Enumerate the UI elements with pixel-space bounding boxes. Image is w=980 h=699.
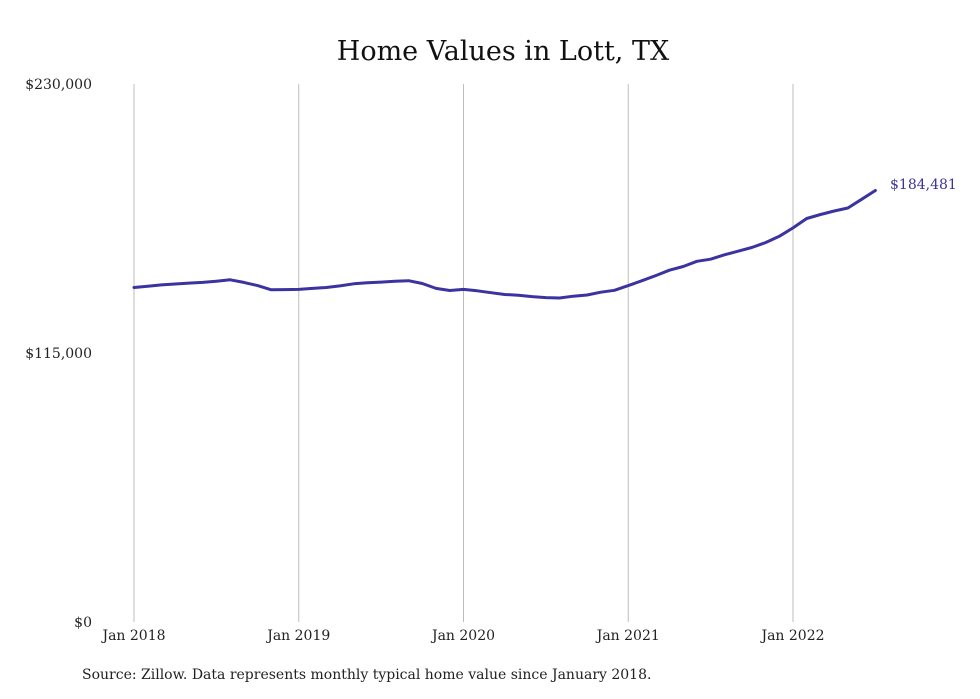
series-layer [132,189,877,300]
x-tick-label: Jan 2021 [595,628,660,644]
x-tick-label: Jan 2018 [100,628,165,644]
y-tick-label: $230,000 [25,77,92,93]
y-tick-label: $0 [74,615,92,631]
source-note: Source: Zillow. Data represents monthly … [82,667,652,683]
x-axis-tick-labels: Jan 2018 Jan 2019 Jan 2020 Jan 2021 Jan 2022 [100,628,824,644]
x-tick-label: Jan 2019 [265,628,330,644]
end-value-label: $184,481 [890,177,957,193]
x-tick-label: Jan 2020 [430,628,495,644]
y-tick-label: $115,000 [25,346,92,362]
series-line-0 [132,189,877,300]
chart-title: Home Values in Lott, TX [337,36,670,67]
x-tick-label: Jan 2022 [759,628,824,644]
y-axis-tick-labels: $0 $115,000 $230,000 [25,77,92,631]
gridlines [133,84,794,622]
